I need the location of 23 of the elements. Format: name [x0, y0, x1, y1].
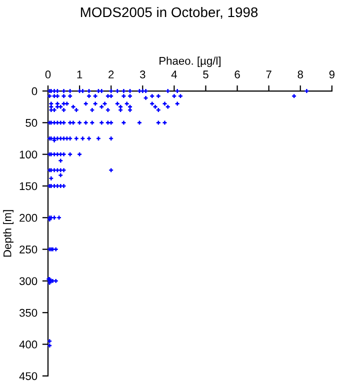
x-tick-label: 1: [77, 70, 82, 78]
chart-title: MODS2005 in October, 1998: [80, 6, 258, 19]
y-tick-label: 300: [19, 277, 38, 286]
x-tick-label: 6: [234, 70, 240, 78]
x-tick-label: 3: [140, 70, 146, 78]
y-tick-label: 0: [32, 87, 38, 96]
x-tick-label: 9: [329, 70, 334, 78]
x-tick-label: 0: [45, 70, 51, 78]
x-tick-label: 2: [108, 70, 114, 78]
y-tick-label: 50: [26, 118, 38, 127]
y-tick-label: 150: [20, 182, 38, 190]
x-axis-title: Phaeo. [µg/l]: [160, 56, 220, 67]
x-tick-label: 7: [266, 70, 272, 78]
y-tick-label: 350: [19, 308, 38, 317]
x-tick-label: 5: [203, 70, 208, 78]
y-tick-label: 200: [20, 214, 38, 222]
y-tick-label: 100: [20, 150, 38, 158]
x-tick-label: 8: [298, 70, 303, 78]
x-tick-label: 4: [171, 70, 177, 78]
y-tick-label: 250: [20, 246, 38, 254]
y-tick-label: 400: [19, 340, 38, 348]
y-axis-title: Depth [m]: [3, 210, 14, 257]
y-tick-label: 450: [19, 372, 38, 380]
